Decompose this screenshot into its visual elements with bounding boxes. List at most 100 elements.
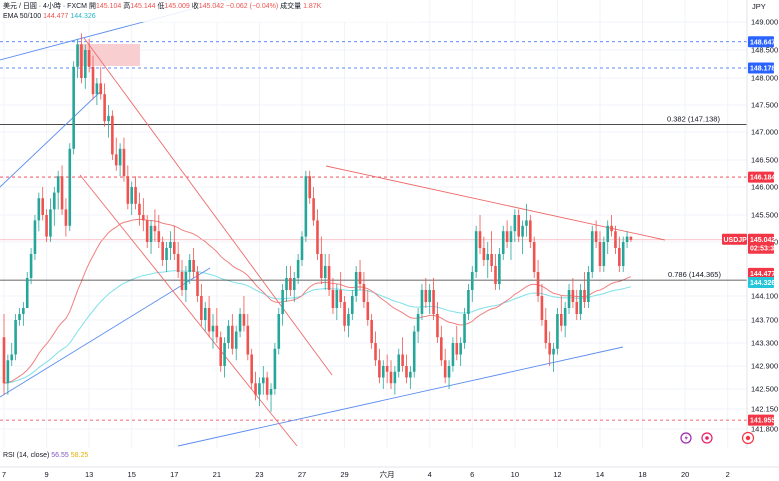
candle-body <box>559 314 563 326</box>
candle-body <box>227 325 230 343</box>
candle-body <box>575 302 579 314</box>
candle-body <box>41 198 44 215</box>
candle-body <box>563 308 567 326</box>
candle-body <box>428 290 431 302</box>
ema-legend[interactable]: EMA 50/100 144.477 144.326 <box>3 13 96 20</box>
time-axis[interactable]: 7 9 13 15 17 21 23 27 29 六月 4 6 10 12 14 18 20 2 <box>0 466 779 479</box>
rsi-legend[interactable]: RSI (14, close) 56.55 58.25 <box>3 452 88 459</box>
symbol-tag-bg <box>722 233 747 245</box>
candle-body <box>165 248 168 260</box>
candle-body <box>53 192 56 210</box>
candle-body <box>416 314 420 332</box>
candle-body <box>130 187 134 204</box>
candle-body <box>277 314 281 349</box>
candle-body <box>470 272 474 290</box>
candle-body <box>138 203 141 215</box>
candle-body <box>188 260 192 272</box>
candle-body <box>548 343 551 355</box>
level-tag-bg <box>748 36 774 48</box>
candle-body <box>312 198 315 221</box>
candle-body <box>269 389 273 395</box>
price-tick-label: 142.900 <box>751 362 778 371</box>
candle-body <box>571 290 575 302</box>
candle-body <box>529 220 532 242</box>
price-tick-label: 144.100 <box>751 292 778 301</box>
candle-body <box>498 254 501 284</box>
candle-body <box>142 215 145 221</box>
candle-body <box>614 231 617 248</box>
candle-body <box>354 272 358 296</box>
candle-body <box>366 302 370 320</box>
candle-body <box>281 290 284 314</box>
time-tick-label: 4 <box>428 470 432 479</box>
lower-rising-line <box>0 267 211 398</box>
candle-body <box>378 360 381 378</box>
candles <box>2 33 633 412</box>
candle-body <box>455 343 459 355</box>
price-tick-label: 147.000 <box>751 128 778 137</box>
candle-body <box>409 371 412 378</box>
candle-body <box>261 377 265 384</box>
candle-body <box>440 337 443 361</box>
ema-lines <box>3 218 632 384</box>
candle-body <box>292 278 296 290</box>
candle-body <box>381 366 385 378</box>
candle-body <box>536 272 540 296</box>
time-tick-label: 13 <box>85 470 93 479</box>
candle-body <box>463 314 466 343</box>
candle-body <box>254 383 257 395</box>
last-price-tag: 145.042 <box>750 237 775 244</box>
event-markers[interactable] <box>680 431 755 445</box>
candle-body <box>393 371 397 384</box>
downtrend-channel-lower <box>79 174 298 447</box>
candle-body <box>87 50 91 67</box>
candle-body <box>289 278 292 290</box>
candle-body <box>64 209 68 226</box>
candle-body <box>246 325 250 355</box>
candle-body <box>45 215 48 237</box>
time-tick-label: 2 <box>726 470 730 479</box>
candle-body <box>521 225 524 237</box>
price-tick-label: 141.800 <box>751 425 778 434</box>
candle-body <box>231 325 234 349</box>
candle-body <box>242 314 246 326</box>
price-tick-label: 142.500 <box>751 385 778 394</box>
time-tick-label: 7 <box>2 470 6 479</box>
level-tag: 146.184 <box>750 175 775 182</box>
candle-body <box>556 314 559 349</box>
candle-body <box>103 94 106 122</box>
ema100-tag-bg <box>748 276 774 288</box>
candle-body <box>72 66 75 149</box>
candle-body <box>436 314 439 338</box>
candle-body <box>60 176 64 210</box>
symbol-title: 美元 / 日圓 · 4小時 · FXCM 開145.104 高145.144 低… <box>3 1 322 10</box>
price-tick-label: 146.000 <box>751 183 778 192</box>
candle-body <box>184 272 188 290</box>
candle-body <box>482 248 486 260</box>
time-tick-label: 17 <box>170 470 178 479</box>
time-tick-label: 29 <box>340 470 348 479</box>
candle-body <box>598 242 602 266</box>
candle-body <box>629 236 633 240</box>
candle-body <box>180 272 184 290</box>
time-tick-label: 6 <box>470 470 474 479</box>
candle-body <box>14 320 17 355</box>
candle-body <box>176 254 180 272</box>
price-tick-label: 149.000 <box>751 18 778 27</box>
candle-body <box>327 266 331 290</box>
candle-body <box>219 337 223 366</box>
candle-body <box>145 220 149 242</box>
candle-body <box>83 50 87 78</box>
candle-body <box>525 220 528 226</box>
candle-body <box>579 290 582 314</box>
currency-label: JPY <box>752 2 766 11</box>
candle-body <box>447 366 451 378</box>
candle-body <box>478 231 482 248</box>
candle-body <box>22 308 25 314</box>
time-tick-label: 9 <box>44 470 48 479</box>
candle-body <box>625 236 629 242</box>
ema100-tag: 144.326 <box>750 280 775 287</box>
candle-body <box>424 290 428 302</box>
